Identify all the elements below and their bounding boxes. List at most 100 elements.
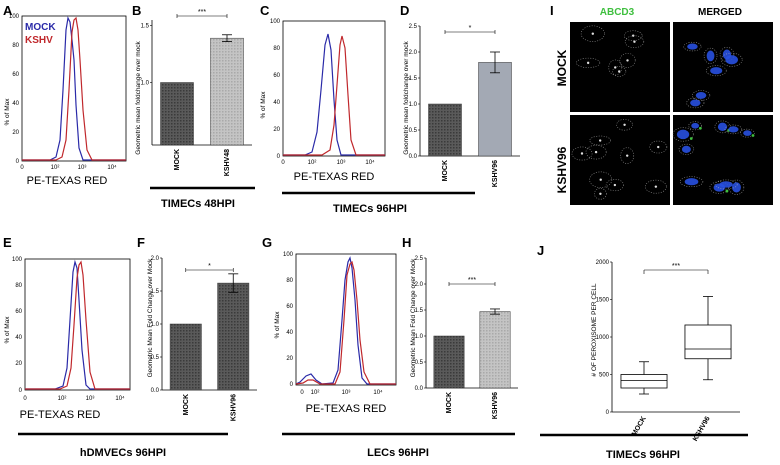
category-label: KSHV96 [230,394,237,421]
cell-outline [608,59,623,76]
panel-c-xtick: 0 [281,160,285,166]
panel-e: E % of Max 0 20 40 60 80 100 0 10² 10³ 1… [3,235,131,421]
panel-label-a: A [3,3,13,18]
nucleus [687,43,698,50]
panel-a-ytick: 100 [9,14,20,20]
cell-outline [620,147,635,164]
caption-timecs-48: TIMECs 48HPI [161,198,235,210]
panel-a-xtick: 10⁴ [107,164,117,171]
box-kshv96 [684,324,732,360]
panel-a-kshv-curve [22,16,126,161]
panel-b-ylabel: Geometric mean foldchange over mock [135,41,142,155]
micrograph-mock-abcd3 [570,22,670,112]
legend-kshv: KSHV [25,35,53,46]
panel-d: D Geometric mean foldchange over mock 0.… [400,3,520,187]
cell-outline [571,146,593,161]
speckle [599,192,602,195]
panel-c-frame [282,20,386,157]
category-label: KSHV96 [692,415,712,442]
ytick-label: 0.0 [151,388,160,394]
panel-h-plot: 0.0 0.5 1.0 1.5 2.0 2.5 MOCK KSHV96 *** [415,256,518,419]
cell-outline [594,188,607,200]
panel-g-mock-curve [295,256,396,385]
caption-j: TIMECs 96HPI [606,449,680,461]
peroxisome-dot [725,189,729,193]
category-label: KSHV48 [224,149,231,176]
panel-g-kshv-curve [295,260,396,385]
nucleus [684,178,699,186]
cell-outline [705,65,727,77]
ytick-label: 2.5 [415,256,424,262]
panel-label-b: B [132,3,141,18]
panel-g-ytick: 0 [290,382,294,388]
panel-c-ytick: 0 [277,154,281,160]
panel-c: C % of Max 0 20 40 60 80 100 0 10² 10³ 1… [260,3,386,183]
ytick-label: 1000 [596,335,610,341]
panel-g-ytick: 60 [286,304,293,310]
panel-label-h: H [402,235,411,250]
panel-e-xlabel: PE-TEXAS RED [20,409,101,421]
panel-a-ytick: 20 [12,130,19,136]
panel-c-ytick: 40 [273,100,280,106]
panel-h: H Geometric Mean Fold Change over Mock 0… [402,235,518,419]
panel-b-plot: 1.0 1.5 MOCK KSHV48 *** [141,9,252,176]
panel-h-ylabel: Geometric Mean Fold Change over Mock [410,258,417,378]
panel-g-ytick: 20 [286,356,293,362]
panel-d-plot: 0.0 0.5 1.0 1.5 2.0 2.5 MOCK KSHV96 * [409,24,520,187]
ytick-label: 0.0 [415,386,424,392]
cell-outline [589,135,611,146]
bar-mock [433,335,465,389]
bar-mock [428,103,462,157]
nucleus [695,91,707,99]
speckle [613,183,617,187]
panel-label-e: E [3,235,12,250]
panel-a: A % of Max 0 20 40 60 80 100 0 10² 10³ 1… [3,3,127,187]
panel-g-xtick: 10² [311,390,320,396]
speckle [632,34,635,37]
speckle [654,185,658,188]
bar-mock [160,82,194,146]
ytick-label: 1.5 [409,76,418,82]
micrograph-kshv96-abcd3 [570,115,670,205]
panel-d-ylabel: Geometric mean foldchange over mock [403,41,410,155]
peroxisome-dot [689,137,693,140]
panel-e-frame [24,258,131,391]
ytick-label: 0 [606,410,610,416]
panel-e-ytick: 20 [15,361,22,367]
panel-e-xtick: 10² [58,396,67,402]
speckle [586,61,590,65]
panel-j-ylabel: # OF PEROXISOME PER CELL [591,283,598,377]
bar-mock [169,323,202,391]
speckle [614,66,617,69]
panel-label-g: G [262,235,272,250]
panel-e-ytick: 40 [15,335,22,341]
ytick-label: 0.5 [151,355,160,361]
caption-timecs-96: TIMECs 96HPI [333,203,407,215]
panel-c-xlabel: PE-TEXAS RED [294,171,375,183]
ytick-label: 0.5 [415,360,424,366]
cell-outline [703,47,718,64]
cell-outline [728,179,745,195]
panel-g-xtick: 10⁴ [373,389,383,396]
cell-outline [624,35,645,48]
caption-lecs: LECs 96HPI [367,447,429,459]
panel-c-mock-curve [283,33,385,156]
panel-g-frame [295,253,397,386]
micrograph-grid [570,22,773,205]
panel-f: F Geometric Mean Fold Change over Mock 0… [137,235,257,421]
panel-b: B Geometric mean foldchange over mock 1.… [132,3,252,176]
panel-e-kshv-curve [25,260,130,390]
ytick-label: 1.5 [415,308,424,314]
panel-f-ylabel: Geometric Mean Fold Change over Mock [147,258,154,378]
panel-e-mock-curve [25,259,130,390]
panel-g-ytick: 100 [283,252,294,258]
cell-outline [605,178,624,192]
cell-outline [679,176,704,188]
peroxisome-dot [751,134,755,137]
bar-kshv96 [479,311,511,389]
panel-c-xtick: 10⁴ [365,159,375,166]
cell-outline [714,179,738,190]
panel-g-xtick: 0 [300,390,304,396]
panel-c-ytick: 80 [273,46,280,52]
